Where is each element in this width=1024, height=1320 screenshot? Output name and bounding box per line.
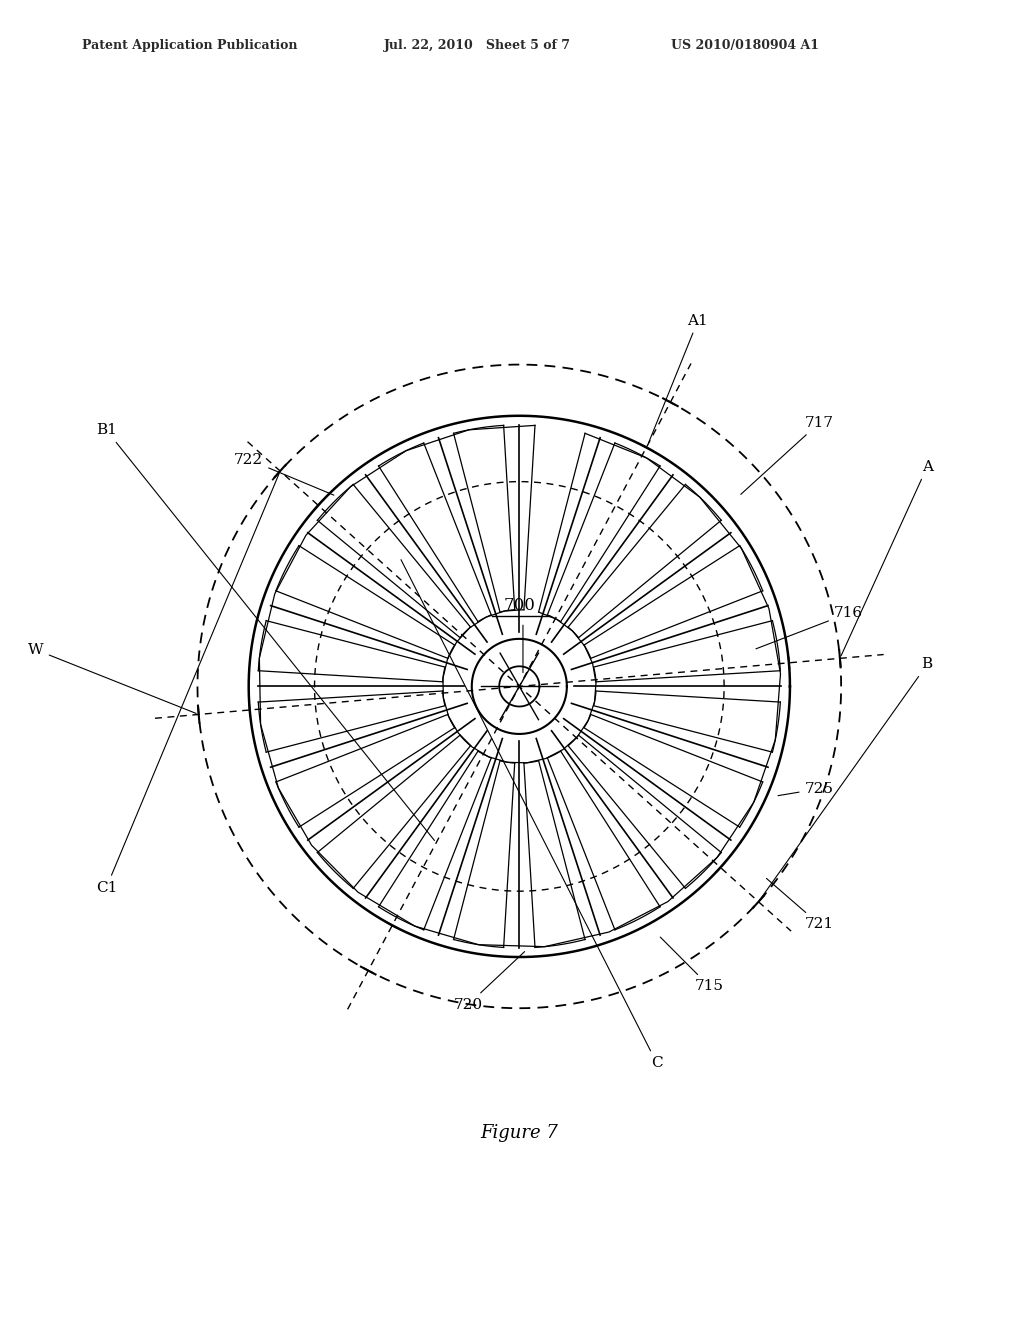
Text: A1: A1 xyxy=(649,314,709,442)
Text: 720: 720 xyxy=(454,952,524,1011)
Text: C1: C1 xyxy=(95,474,280,895)
Text: 717: 717 xyxy=(740,416,834,495)
Text: B1: B1 xyxy=(96,424,434,841)
Text: US 2010/0180904 A1: US 2010/0180904 A1 xyxy=(671,38,819,51)
Text: Jul. 22, 2010   Sheet 5 of 7: Jul. 22, 2010 Sheet 5 of 7 xyxy=(384,38,571,51)
Text: Figure 7: Figure 7 xyxy=(480,1123,558,1142)
Text: A: A xyxy=(841,459,933,656)
Text: C: C xyxy=(401,560,663,1071)
Text: 722: 722 xyxy=(234,453,334,495)
Text: 725: 725 xyxy=(778,781,834,796)
Text: 715: 715 xyxy=(660,937,724,993)
Text: W: W xyxy=(29,643,197,713)
Text: 716: 716 xyxy=(756,606,863,649)
Text: B: B xyxy=(760,657,933,899)
Text: 700: 700 xyxy=(504,598,536,614)
Text: Patent Application Publication: Patent Application Publication xyxy=(82,38,297,51)
Text: 721: 721 xyxy=(766,878,834,931)
